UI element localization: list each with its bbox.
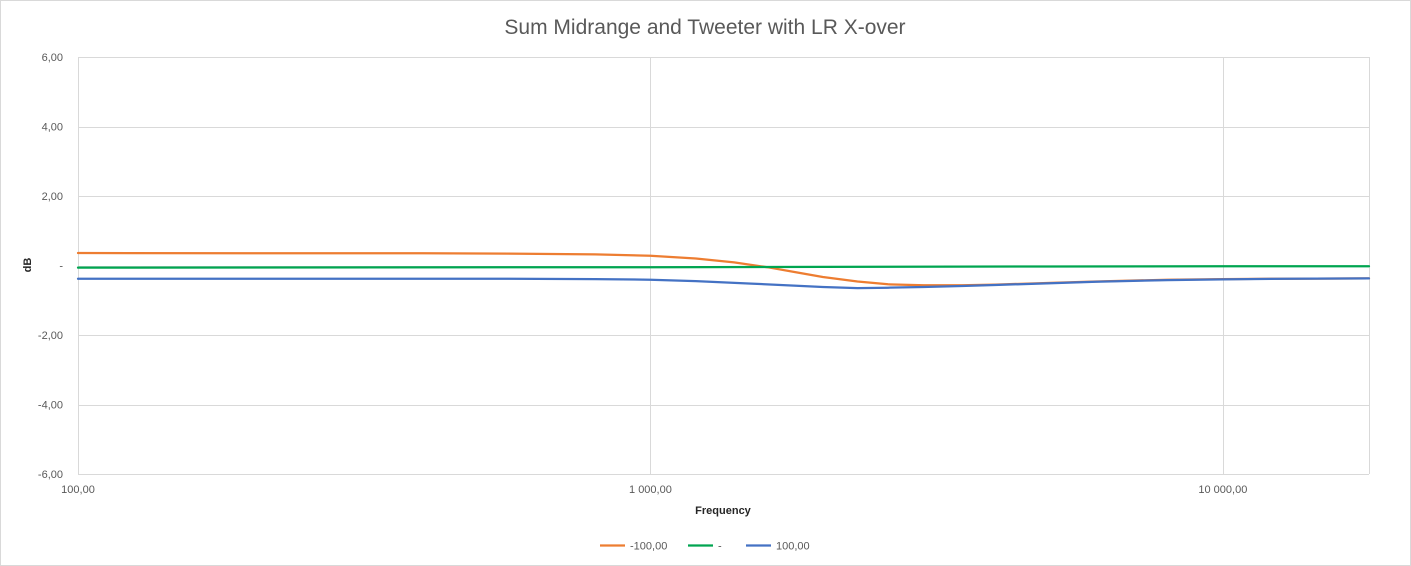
y-tick-labels: 6,00 4,00 2,00 - -2,00 -4,00 -6,00	[38, 52, 63, 481]
y-tick-label: 2,00	[42, 191, 63, 203]
y-tick-label: 4,00	[42, 122, 63, 134]
chart-title: Sum Midrange and Tweeter with LR X-over	[504, 16, 905, 39]
y-tick-label: -6,00	[38, 469, 63, 481]
x-tick-label: 100,00	[61, 484, 95, 496]
y-axis-title: dB	[22, 258, 34, 273]
legend-label-3: 100,00	[776, 541, 810, 553]
legend-label-2: -	[718, 541, 722, 553]
x-tick-label: 1 000,00	[629, 484, 672, 496]
series-lines	[76, 251, 1371, 290]
y-tick-label: 6,00	[42, 52, 63, 64]
legend: -100,00-100,00	[600, 541, 810, 553]
legend-label-1: -100,00	[630, 541, 667, 553]
y-tick-label: -2,00	[38, 330, 63, 342]
x-axis-title: Frequency	[695, 505, 752, 517]
x-tick-labels: 100,00 1 000,00 10 000,00	[61, 484, 1247, 496]
series-line-2	[76, 265, 1371, 269]
y-tick-label: -4,00	[38, 400, 63, 412]
series-line-3	[76, 277, 1371, 290]
x-tick-label: 10 000,00	[1198, 484, 1247, 496]
y-tick-label: -	[59, 261, 63, 273]
